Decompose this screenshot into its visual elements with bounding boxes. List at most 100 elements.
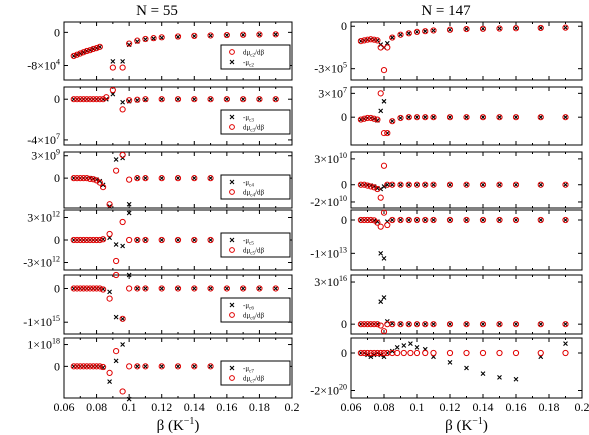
data-point-circle <box>96 179 103 186</box>
data-point-circle <box>70 175 77 182</box>
data-point-x <box>513 217 519 223</box>
data-point-circle <box>158 363 165 370</box>
legend-marker-x <box>229 179 235 185</box>
legend-marker-circle <box>229 124 235 130</box>
data-point-x <box>143 237 148 243</box>
data-point-circle <box>361 349 368 357</box>
y-tick-label: 0 <box>54 92 60 106</box>
data-point-x <box>81 49 86 55</box>
data-point-circle <box>537 349 544 357</box>
data-point-circle <box>389 321 396 328</box>
data-point-x <box>107 379 112 385</box>
data-point-circle <box>272 31 279 38</box>
data-point-circle <box>364 349 371 357</box>
data-point-circle <box>191 32 198 39</box>
data-point-x <box>398 182 403 188</box>
data-point-x <box>538 217 544 223</box>
data-point-circle <box>77 285 84 292</box>
data-point-circle <box>389 118 396 125</box>
data-point-circle <box>384 221 391 229</box>
data-point-circle <box>272 285 279 292</box>
data-point-circle <box>446 321 454 328</box>
data-point-circle <box>405 181 412 188</box>
panel-frame <box>350 151 583 209</box>
data-point-x <box>257 32 262 38</box>
data-point-x <box>480 26 486 32</box>
data-point-circle <box>377 349 384 357</box>
data-point-x <box>414 217 420 223</box>
data-point-x <box>422 321 428 327</box>
data-point-circle <box>142 35 149 43</box>
data-point-x <box>414 344 420 350</box>
y-tick-label: 0 <box>54 359 60 373</box>
data-point-circle <box>113 347 120 355</box>
data-point-circle <box>134 363 141 370</box>
data-point-circle <box>83 47 90 55</box>
data-point-circle <box>109 64 116 71</box>
data-point-circle <box>174 33 182 40</box>
data-point-x <box>464 114 469 120</box>
data-point-x <box>143 286 148 291</box>
data-point-circle <box>422 349 429 357</box>
data-point-x <box>257 96 262 102</box>
data-point-circle <box>142 236 149 244</box>
data-point-x <box>389 35 395 40</box>
data-point-x <box>538 321 544 327</box>
data-point-x <box>464 365 469 371</box>
data-point-circle <box>256 285 263 292</box>
data-point-circle <box>377 322 384 329</box>
data-point-x <box>191 286 197 291</box>
data-point-circle <box>430 181 437 188</box>
data-point-circle <box>394 349 401 357</box>
data-point-circle <box>90 285 97 292</box>
data-point-x <box>406 182 412 188</box>
data-point-circle <box>377 90 384 97</box>
data-point-circle <box>70 236 77 244</box>
data-point-circle <box>361 181 368 188</box>
data-point-circle <box>405 30 412 37</box>
legend-marker-x <box>229 237 235 243</box>
data-point-x <box>134 237 140 243</box>
data-point-circle <box>562 181 569 188</box>
x-tick-label: 0.06 <box>341 400 362 414</box>
data-point-circle <box>364 321 371 328</box>
data-point-x <box>414 321 420 327</box>
data-point-circle <box>463 181 470 188</box>
y-tick-label: -8×104 <box>27 58 60 73</box>
y-tick-label: -2×1010 <box>310 194 347 209</box>
data-point-x <box>175 286 181 291</box>
data-point-circle <box>384 44 391 51</box>
data-point-circle <box>272 96 279 103</box>
data-point-x <box>208 237 213 243</box>
y-tick-label: 0 <box>341 178 347 192</box>
data-point-circle <box>361 216 368 224</box>
data-point-x <box>394 344 400 350</box>
data-point-circle <box>106 295 113 302</box>
x-axis-labels: 0.06 0.08 0.1 0.12 0.14 0.16 0.18 0.2 β (K−1) 0.0… <box>54 400 589 434</box>
data-point-circle <box>377 44 384 51</box>
legend-box <box>220 232 291 258</box>
data-point-x <box>191 33 197 39</box>
panel-0-0: 0 -8×104 dμc2/dβ-μc2 <box>27 21 293 81</box>
data-point-circle <box>223 31 230 39</box>
data-point-circle <box>371 321 378 328</box>
data-point-circle <box>80 236 87 244</box>
data-point-circle <box>397 181 404 188</box>
y-tick-label: 0 <box>341 346 347 360</box>
data-point-x <box>126 210 132 216</box>
data-point-x <box>447 27 453 33</box>
data-point-circle <box>389 34 396 41</box>
data-point-circle <box>73 175 81 182</box>
data-point-circle <box>119 151 126 159</box>
y-tick-label: 0 <box>341 19 347 33</box>
legend-label: -μc5 <box>243 237 254 247</box>
data-point-x <box>513 114 519 120</box>
data-point-circle <box>374 349 381 357</box>
data-point-circle <box>80 363 87 370</box>
data-point-circle <box>374 219 381 226</box>
data-point-x <box>447 182 453 188</box>
data-point-circle <box>83 363 90 370</box>
data-point-circle <box>496 349 503 357</box>
